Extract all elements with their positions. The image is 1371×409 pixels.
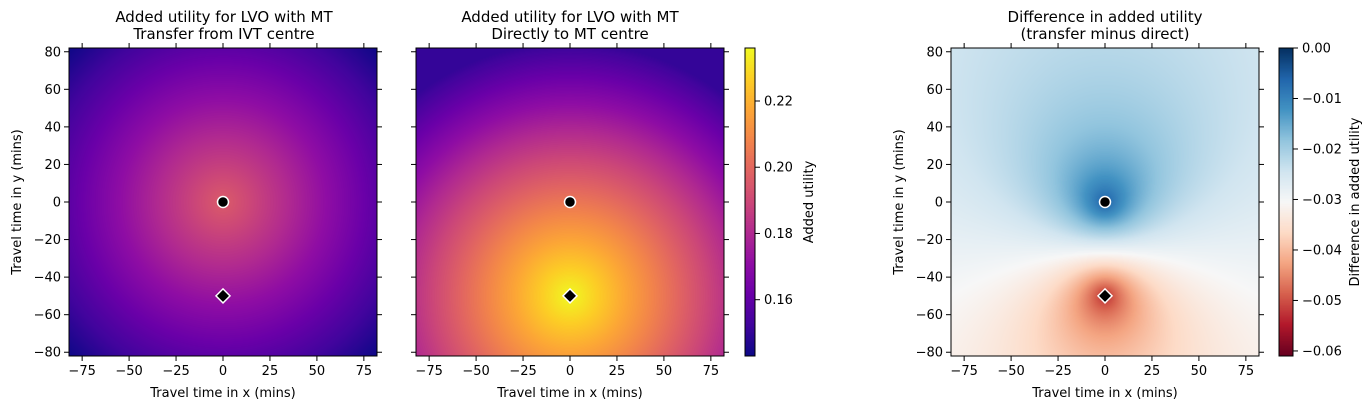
panel1-ytick-label: 40 bbox=[44, 120, 61, 135]
panel2-xtick-label: 50 bbox=[656, 364, 673, 379]
colorbar1-tick-label: 0.20 bbox=[764, 161, 793, 176]
panel3-ylabel: Travel time in y (mins) bbox=[892, 129, 907, 276]
panel3-diamond-marker bbox=[1096, 287, 1114, 304]
panel3-xtick-label: −75 bbox=[950, 364, 977, 379]
panel1-xtick-label: −25 bbox=[162, 364, 189, 379]
panel3-xtick-label: 50 bbox=[1191, 364, 1208, 379]
panel1-xtick-label: 0 bbox=[219, 364, 227, 379]
colorbar1-frame bbox=[744, 47, 756, 357]
colorbar2-tick-label: −0.06 bbox=[1302, 344, 1342, 359]
colorbar2-frame bbox=[1278, 47, 1294, 357]
panel1-xtick-label: −50 bbox=[115, 364, 142, 379]
panel3-xtick-label: 25 bbox=[1144, 364, 1161, 379]
panel3-ytick-label: 40 bbox=[926, 120, 943, 135]
panel3-title-line2: (transfer minus direct) bbox=[1021, 25, 1190, 43]
panel1-ytick-label: 0 bbox=[53, 196, 61, 211]
panel1-ytick-label: −80 bbox=[34, 346, 61, 361]
panel1-diamond-marker bbox=[214, 287, 232, 304]
panel1-ytick-label: 60 bbox=[44, 83, 61, 98]
panel2-xtick-label: −25 bbox=[509, 364, 536, 379]
panel3-ytick-label: 80 bbox=[926, 45, 943, 60]
colorbar-difference bbox=[1279, 48, 1293, 356]
panel1-ytick-label: 80 bbox=[44, 45, 61, 60]
panel2-xtick-label: 0 bbox=[566, 364, 574, 379]
panel3-xtick-label: −50 bbox=[997, 364, 1024, 379]
panel2-diamond-marker bbox=[561, 287, 579, 304]
panel1-ytick-label: −60 bbox=[34, 308, 61, 323]
panel1-circle-marker bbox=[216, 195, 230, 209]
panel1-xtick-label: 50 bbox=[309, 364, 326, 379]
panel1-ytick-label: −20 bbox=[34, 233, 61, 248]
panel1-xlabel: Travel time in x (mins) bbox=[149, 386, 296, 401]
panel1-ylabel: Travel time in y (mins) bbox=[10, 129, 25, 276]
panel1-xtick-label: 25 bbox=[262, 364, 279, 379]
panel3-ytick-label: 20 bbox=[926, 158, 943, 173]
colorbar1-tick-label: 0.16 bbox=[764, 293, 793, 308]
panel1-xtick-label: −75 bbox=[68, 364, 95, 379]
colorbar2-tick-label: −0.02 bbox=[1302, 142, 1342, 157]
panel2-xlabel: Travel time in x (mins) bbox=[496, 386, 643, 401]
colorbar1-tick-label: 0.22 bbox=[764, 94, 793, 109]
panel3-xtick-label: 0 bbox=[1101, 364, 1109, 379]
panel3-ytick-label: −20 bbox=[916, 233, 943, 248]
panel1-title-line1: Added utility for LVO with MT bbox=[115, 8, 333, 26]
panel1-title-line2: Transfer from IVT centre bbox=[132, 25, 314, 43]
panel1-ytick-label: −40 bbox=[34, 271, 61, 286]
colorbar2-tick-label: −0.04 bbox=[1302, 243, 1342, 258]
colorbar1-label: Added utility bbox=[802, 160, 817, 243]
panel1-xtick-label: 75 bbox=[356, 364, 373, 379]
panel2-title-line1: Added utility for LVO with MT bbox=[461, 8, 679, 26]
panel3-ytick-label: −60 bbox=[916, 308, 943, 323]
panel2-circle-marker bbox=[563, 195, 577, 209]
panel2-xtick-label: 75 bbox=[703, 364, 720, 379]
panel3-circle-marker bbox=[1098, 195, 1112, 209]
panel2-xtick-label: 25 bbox=[609, 364, 626, 379]
panel3-xtick-label: 75 bbox=[1238, 364, 1255, 379]
panel2-xtick-label: −75 bbox=[415, 364, 442, 379]
colorbar2-tick-label: 0.00 bbox=[1302, 42, 1331, 57]
panel3-ytick-label: −80 bbox=[916, 346, 943, 361]
panel3-ytick-label: −40 bbox=[916, 271, 943, 286]
colorbar2-tick-label: −0.03 bbox=[1302, 193, 1342, 208]
colorbar-added-utility bbox=[745, 48, 755, 356]
panel3-xtick-label: −25 bbox=[1044, 364, 1071, 379]
colorbar2-label: Difference in added utility bbox=[1348, 117, 1363, 286]
colorbar2-tick-label: −0.05 bbox=[1302, 294, 1342, 309]
panel3-ytick-label: 0 bbox=[935, 196, 943, 211]
panel1-ytick-label: 20 bbox=[44, 158, 61, 173]
panel3-title-line1: Difference in added utility bbox=[1008, 8, 1203, 26]
colorbar2-tick-label: −0.01 bbox=[1302, 92, 1342, 107]
panel3-ytick-label: 60 bbox=[926, 83, 943, 98]
panel3-xlabel: Travel time in x (mins) bbox=[1031, 386, 1178, 401]
colorbar1-tick-label: 0.18 bbox=[764, 227, 793, 242]
panel2-xtick-label: −50 bbox=[462, 364, 489, 379]
panel2-title-line2: Directly to MT centre bbox=[491, 25, 648, 43]
